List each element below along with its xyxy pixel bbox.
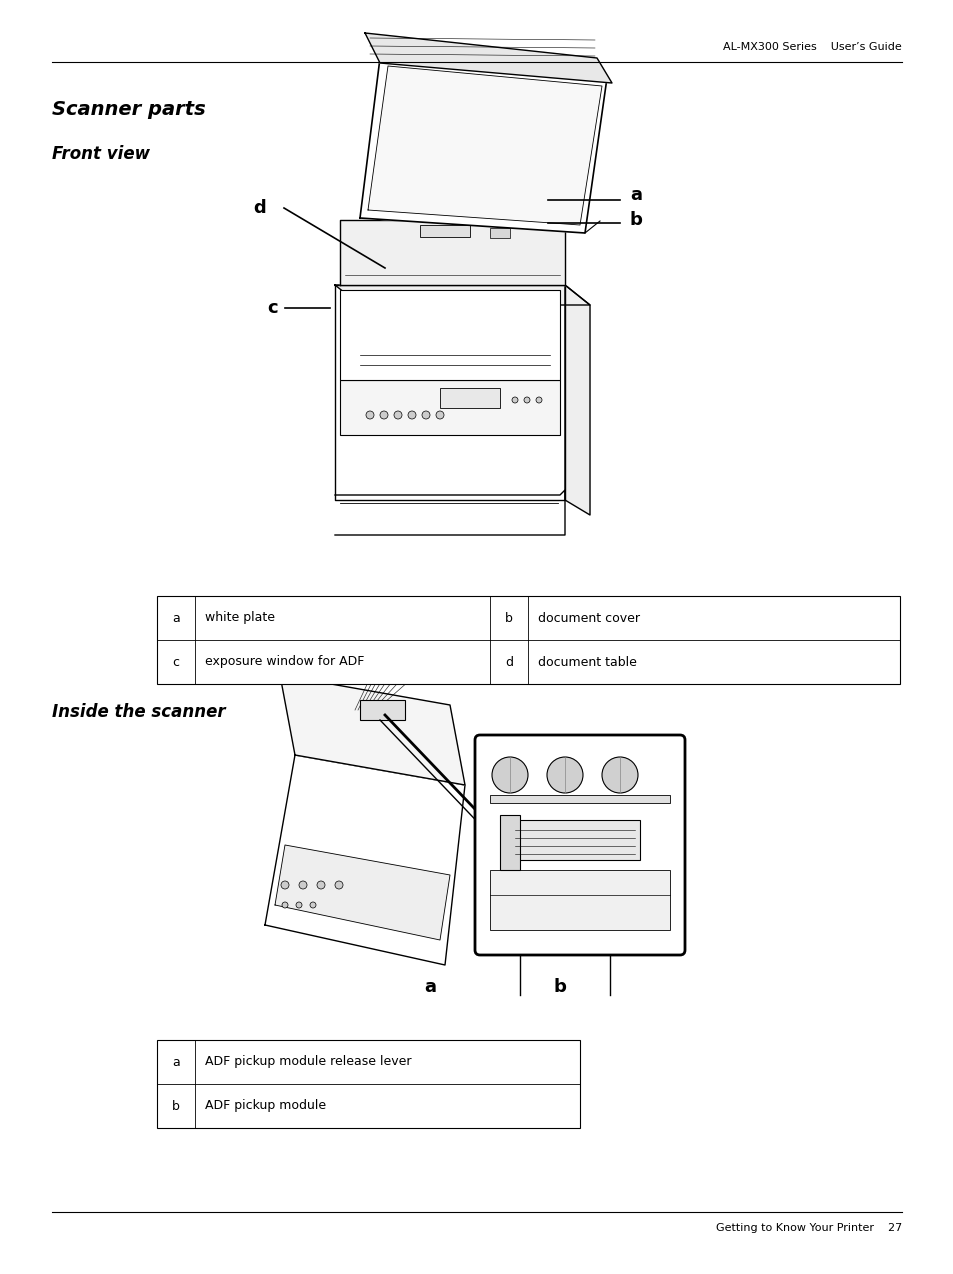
Polygon shape	[274, 845, 450, 940]
Circle shape	[310, 902, 315, 908]
Text: a: a	[172, 1055, 180, 1069]
Circle shape	[295, 902, 302, 908]
Circle shape	[379, 412, 388, 419]
Polygon shape	[280, 675, 464, 785]
Polygon shape	[564, 285, 589, 515]
Text: c: c	[267, 299, 277, 317]
Polygon shape	[265, 755, 464, 964]
Polygon shape	[339, 220, 564, 285]
Polygon shape	[335, 285, 564, 499]
Bar	[359, 699, 405, 720]
Bar	[339, 290, 559, 380]
Bar	[157, 1040, 579, 1127]
FancyBboxPatch shape	[475, 735, 684, 956]
Bar	[490, 870, 669, 930]
Polygon shape	[359, 59, 606, 233]
Text: b: b	[504, 612, 513, 624]
Polygon shape	[335, 285, 589, 304]
Text: b: b	[553, 978, 566, 996]
Text: ADF pickup module release lever: ADF pickup module release lever	[205, 1055, 411, 1069]
Text: a: a	[423, 978, 436, 996]
Circle shape	[335, 882, 343, 889]
Text: d: d	[253, 199, 266, 217]
Bar	[490, 795, 669, 803]
Text: white plate: white plate	[205, 612, 274, 624]
Text: c: c	[172, 656, 179, 669]
Circle shape	[366, 412, 374, 419]
Bar	[439, 389, 499, 408]
Text: Inside the scanner: Inside the scanner	[52, 703, 226, 721]
Bar	[157, 596, 899, 684]
Circle shape	[492, 757, 527, 792]
Circle shape	[601, 757, 638, 792]
Text: Front view: Front view	[52, 145, 150, 163]
Circle shape	[436, 412, 443, 419]
Circle shape	[282, 902, 288, 908]
Circle shape	[394, 412, 401, 419]
Text: Scanner parts: Scanner parts	[52, 99, 206, 118]
Circle shape	[421, 412, 430, 419]
Circle shape	[408, 412, 416, 419]
Circle shape	[546, 757, 582, 792]
Bar	[339, 380, 559, 434]
Bar	[490, 228, 510, 238]
Text: b: b	[629, 211, 642, 229]
Circle shape	[281, 882, 289, 889]
Circle shape	[523, 397, 530, 403]
Text: AL-MX300 Series    User’s Guide: AL-MX300 Series User’s Guide	[722, 42, 901, 52]
Polygon shape	[365, 33, 612, 83]
Text: exposure window for ADF: exposure window for ADF	[205, 656, 364, 669]
Polygon shape	[368, 66, 601, 225]
Circle shape	[536, 397, 541, 403]
Circle shape	[512, 397, 517, 403]
Text: d: d	[504, 656, 513, 669]
Text: b: b	[172, 1099, 180, 1112]
Polygon shape	[335, 490, 564, 535]
Circle shape	[298, 882, 307, 889]
Text: ADF pickup module: ADF pickup module	[205, 1099, 326, 1112]
Text: a: a	[172, 612, 180, 624]
Bar	[499, 815, 519, 870]
Bar	[510, 820, 639, 860]
Text: a: a	[629, 186, 641, 204]
Circle shape	[316, 882, 325, 889]
Bar	[419, 225, 470, 237]
Text: document cover: document cover	[537, 612, 639, 624]
Text: Getting to Know Your Printer    27: Getting to Know Your Printer 27	[715, 1223, 901, 1233]
Text: document table: document table	[537, 656, 637, 669]
